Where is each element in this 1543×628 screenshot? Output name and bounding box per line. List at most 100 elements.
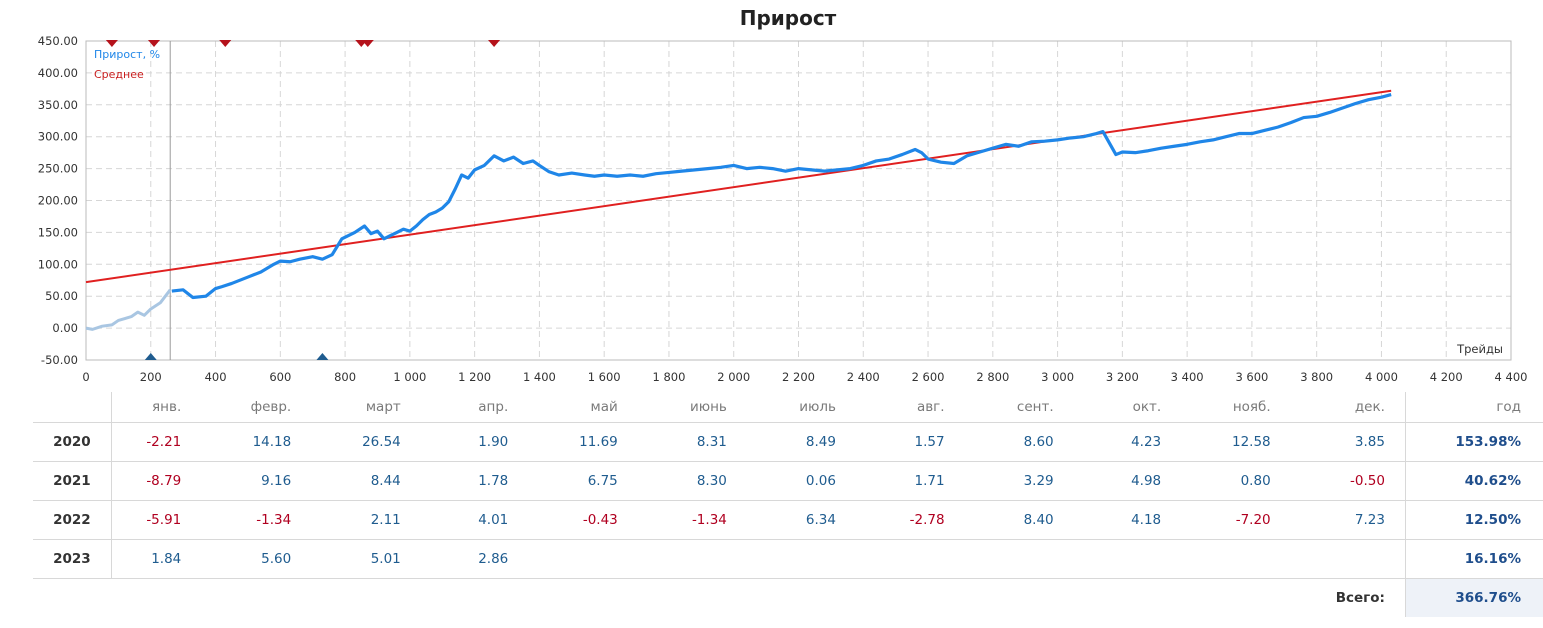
table-row: 2022 -5.91 -1.34 2.11 4.01 -0.43 -1.34 6.34 -2.7…: [33, 500, 1543, 540]
month-value-cell: 4.23: [1073, 422, 1182, 462]
month-value-cell: 2.11: [311, 500, 421, 540]
y-tick-label: 450.00: [38, 34, 78, 48]
month-header: апр.: [420, 392, 529, 423]
month-value-cell: 7.23: [1290, 500, 1406, 540]
month-value-cell: [1290, 539, 1406, 579]
grand-total-row: Всего: 366.76%: [33, 578, 1543, 618]
month-header: окт.: [1073, 392, 1182, 423]
y-tick-label: 50.00: [45, 289, 78, 303]
month-value-cell: [637, 539, 747, 579]
chart-grid: [86, 41, 1511, 360]
month-value-cell: 3.85: [1290, 422, 1406, 462]
month-value-cell: 9.16: [201, 461, 312, 501]
x-tick-label: 3 000: [1041, 370, 1074, 384]
x-tick-label: 1 800: [652, 370, 685, 384]
x-tick-label: 3 400: [1171, 370, 1204, 384]
month-value-cell: 6.34: [746, 500, 856, 540]
month-value-cell: 12.58: [1181, 422, 1291, 462]
month-value-cell: 1.78: [420, 461, 529, 501]
year-cell: 2023: [33, 539, 112, 579]
month-header: дек.: [1290, 392, 1406, 423]
month-value-cell: -0.50: [1290, 461, 1406, 501]
chart-title: Прирост: [740, 6, 837, 30]
year-total-cell: 16.16%: [1404, 539, 1543, 579]
y-tick-label: -50.00: [41, 353, 78, 367]
y-tick-label: 250.00: [38, 162, 78, 176]
x-tick-label: 400: [205, 370, 227, 384]
x-tick-label: 1 000: [393, 370, 426, 384]
month-header: февр.: [201, 392, 312, 423]
x-tick-label: 1 200: [458, 370, 491, 384]
top-marker: [148, 40, 161, 47]
month-value-cell: [746, 539, 856, 579]
table-header-row: янв. февр. март апр. май июнь июль авг. сент. окт…: [33, 392, 1543, 423]
month-value-cell: 8.44: [311, 461, 421, 501]
x-tick-label: 200: [140, 370, 162, 384]
month-value-cell: [964, 539, 1074, 579]
legend-average: Среднее: [94, 68, 144, 81]
table-row: 2020 -2.21 14.18 26.54 1.90 11.69 8.31 8.49 1.57…: [33, 422, 1543, 462]
monthly-returns-table: янв. февр. март апр. май июнь июль авг. сент. окт…: [33, 392, 1543, 617]
x-tick-label: 3 200: [1106, 370, 1139, 384]
year-cell: 2021: [33, 461, 112, 501]
month-value-cell: -0.43: [528, 500, 638, 540]
y-tick-label: 300.00: [38, 130, 78, 144]
month-value-cell: 1.71: [855, 461, 965, 501]
plot-frame: [85, 40, 1512, 361]
month-value-cell: -2.78: [855, 500, 965, 540]
month-value-cell: 2.86: [420, 539, 529, 579]
month-value-cell: -1.34: [637, 500, 747, 540]
month-value-cell: 8.49: [746, 422, 856, 462]
year-header: [33, 392, 112, 423]
chart-markers: [105, 40, 501, 360]
month-value-cell: 3.29: [964, 461, 1074, 501]
month-header: март: [311, 392, 421, 423]
month-value-cell: 1.84: [111, 539, 202, 579]
x-tick-label: 1 600: [588, 370, 621, 384]
x-tick-label: 1 400: [523, 370, 556, 384]
x-tick-label: 3 800: [1300, 370, 1333, 384]
month-value-cell: [1073, 539, 1182, 579]
month-header: июнь: [637, 392, 747, 423]
legend-growth: Прирост, %: [94, 48, 160, 61]
month-value-cell: 8.31: [637, 422, 747, 462]
month-value-cell: 0.06: [746, 461, 856, 501]
month-value-cell: 8.60: [964, 422, 1074, 462]
table-row: 2021 -8.79 9.16 8.44 1.78 6.75 8.30 0.06 1.71 3.2…: [33, 461, 1543, 501]
month-header: нояб.: [1181, 392, 1291, 423]
x-tick-label: 2 200: [782, 370, 815, 384]
top-marker: [219, 40, 232, 47]
month-value-cell: 1.57: [855, 422, 965, 462]
month-header: июль: [746, 392, 856, 423]
x-tick-label: 0: [82, 370, 89, 384]
grand-total-spacer: [33, 579, 1291, 618]
year-total-cell: 40.62%: [1404, 461, 1543, 501]
series-growth-line: [171, 93, 1392, 300]
month-value-cell: 14.18: [201, 422, 312, 462]
year-total-cell: 153.98%: [1404, 422, 1543, 462]
year-total-cell: 12.50%: [1404, 500, 1543, 540]
series-growth-in-sample: [85, 288, 172, 331]
month-header: янв.: [111, 392, 202, 423]
x-tick-label: 2 600: [912, 370, 945, 384]
month-value-cell: [1181, 539, 1291, 579]
month-value-cell: 26.54: [311, 422, 421, 462]
x-tick-label: 4 400: [1495, 370, 1528, 384]
year-total-header: год: [1404, 392, 1543, 423]
bottom-marker: [144, 353, 157, 360]
grand-total-label: Всего:: [1335, 590, 1385, 606]
month-value-cell: [528, 539, 638, 579]
month-value-cell: 6.75: [528, 461, 638, 501]
month-value-cell: -7.20: [1181, 500, 1291, 540]
month-value-cell: 5.01: [311, 539, 421, 579]
year-cell: 2020: [33, 422, 112, 462]
x-tick-label: 2 000: [717, 370, 750, 384]
top-marker: [361, 40, 374, 47]
month-value-cell: 8.40: [964, 500, 1074, 540]
series-average-line: [85, 89, 1392, 284]
month-value-cell: 4.18: [1073, 500, 1182, 540]
x-tick-label: 4 000: [1365, 370, 1398, 384]
top-marker: [105, 40, 118, 47]
month-value-cell: [855, 539, 965, 579]
month-value-cell: -2.21: [111, 422, 202, 462]
